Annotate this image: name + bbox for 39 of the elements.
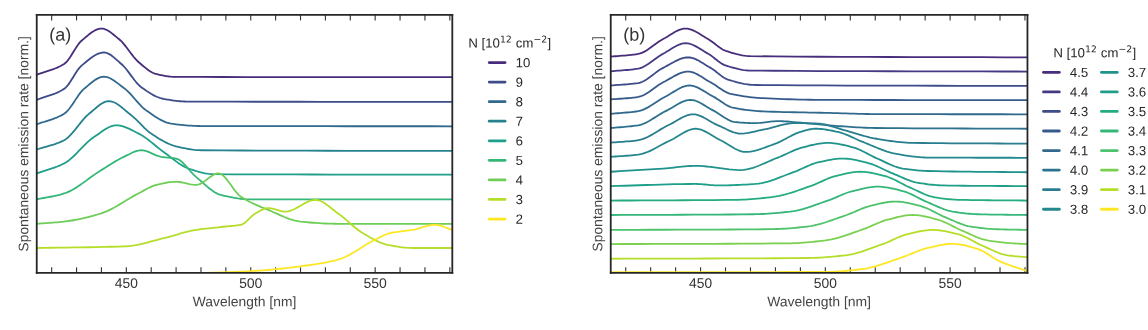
x-tick-label: 500 [814,278,837,288]
x-tick-label: 550 [939,278,962,288]
legend-label: 3.4 [1128,126,1146,136]
legend-label: 3.0 [1128,204,1146,214]
annotation: (b) [624,27,645,45]
legend-label: 4.2 [1070,126,1088,136]
legend-label: 3 [516,194,523,205]
legend-title: N [10$^{12}$ cm$^{−2}$] [1054,45,1136,61]
x-axis-title: Wavelength [nm] [192,296,296,310]
legend-label: 4.5 [1070,67,1088,78]
x-tick-label: 450 [115,278,138,288]
legend-label: 3.9 [1070,185,1088,195]
x-tick-label: 450 [689,278,712,288]
legend-label: 2 [516,214,523,224]
legend-label: 6 [516,136,523,146]
legend-label: 5 [516,155,523,166]
legend-label: 3.6 [1128,87,1146,97]
legend-label: 4.1 [1070,146,1088,156]
legend-label: 4 [515,175,523,185]
legend-label: 8 [516,97,523,107]
x-axis-title: Wavelength [nm] [767,296,870,310]
legend-title: N [10$^{12}$ cm$^{−2}$] [469,35,551,51]
legend-label: 4.4 [1070,87,1088,97]
annotation: (a) [50,27,71,45]
legend-label: 4.0 [1070,165,1088,175]
x-tick-label: 550 [364,278,387,288]
legend-label: 7 [516,116,523,126]
legend-label: 3.8 [1070,204,1088,214]
legend-label: 3.5 [1128,106,1146,117]
legend-label: 3.2 [1128,165,1146,175]
legend-label: 9 [516,77,523,87]
legend-label: 4.3 [1070,106,1088,117]
legend-label: 3.3 [1128,145,1146,156]
legend-label: 10 [516,57,530,68]
x-tick-label: 500 [239,278,262,288]
legend-label: 3.7 [1128,67,1146,78]
y-axis-title: Spontaneous emission rate [norm.] [592,37,606,251]
legend-label: 3.1 [1128,185,1146,195]
y-axis-title: Spontaneous emission rate [norm.] [18,37,32,251]
